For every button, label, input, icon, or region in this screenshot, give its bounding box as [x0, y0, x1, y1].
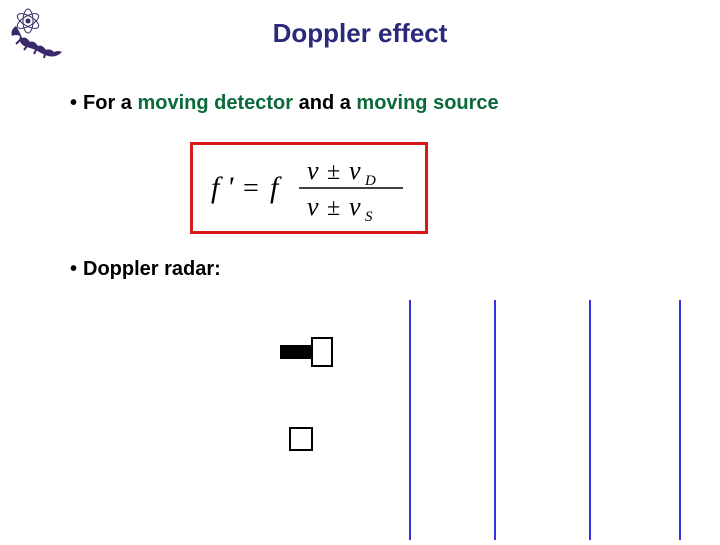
formula-den-pm: ±: [327, 195, 340, 221]
formula-eq: =: [243, 173, 259, 204]
bullet1-emph1: moving detector: [137, 92, 293, 114]
formula-num-subD: D: [364, 173, 376, 189]
bullet1-emph2: moving source: [356, 92, 498, 114]
radar-emitter-icon: [280, 338, 332, 366]
bullet-dot-icon: •: [70, 92, 77, 115]
formula-den-v: v: [307, 192, 319, 221]
formula-den-vS: v: [349, 192, 361, 221]
formula-f-prime: f ': [211, 171, 234, 204]
formula-den-subS: S: [365, 209, 373, 223]
page-title: Doppler effect: [0, 0, 720, 49]
bullet2-text: Doppler radar:: [83, 258, 221, 281]
bullet-doppler-radar: • Doppler radar:: [70, 258, 221, 281]
radar-receiver-icon: [290, 428, 312, 450]
bullet-dot-icon: •: [70, 258, 77, 281]
formula-num-pm: ±: [327, 159, 340, 185]
radar-wavefronts: [410, 300, 680, 540]
formula-num-vD: v: [349, 156, 361, 185]
bullet-moving-detector-source: • For a moving detector and a moving sou…: [70, 92, 499, 115]
doppler-formula: f ' = f v ± v D v ± v S: [207, 153, 407, 223]
bullet1-text: For a moving detector and a moving sourc…: [83, 92, 499, 115]
doppler-formula-box: f ' = f v ± v D v ± v S: [190, 142, 428, 234]
bullet1-mid: and a: [293, 92, 356, 114]
formula-num-v: v: [307, 156, 319, 185]
formula-f: f: [270, 171, 282, 204]
bullet1-prefix: For a: [83, 92, 137, 114]
doppler-radar-diagram: [280, 300, 710, 540]
logo: [8, 8, 68, 63]
